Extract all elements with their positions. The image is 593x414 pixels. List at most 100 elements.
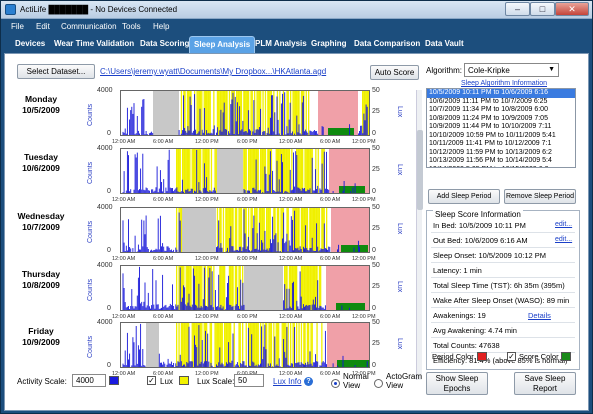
awakenings-details-link[interactable]: Details — [528, 311, 551, 320]
sleep-period-item[interactable]: 10/12/2009 11:59 PM to 10/13/2009 6:2 — [429, 148, 552, 156]
lux-bar — [262, 149, 264, 193]
lux-bar — [256, 91, 258, 135]
lux-bar — [204, 266, 207, 310]
sleep-period-item[interactable]: 10/11/2009 11:41 PM to 10/12/2009 7:1 — [429, 140, 552, 147]
counts-min-tick: 0 — [107, 188, 111, 195]
sleep-period-item[interactable]: 10/9/2009 11:44 PM to 10/10/2009 7:11 — [429, 123, 552, 130]
lux-bar — [297, 149, 299, 193]
sleep-algorithm-info-link[interactable]: Sleep Algorithm Information — [461, 80, 547, 87]
menu-help[interactable]: Help — [153, 22, 170, 31]
tab-data-vault[interactable]: Data Vault — [425, 39, 464, 48]
close-button[interactable]: ✕ — [555, 2, 589, 16]
sleep-period-item[interactable]: 10/8/2009 11:24 PM to 10/9/2009 7:05 — [429, 114, 548, 122]
add-sleep-period-button[interactable]: Add Sleep Period — [428, 189, 500, 204]
maximize-button[interactable]: □ — [530, 2, 555, 16]
sleep-period-band — [327, 323, 369, 367]
menu-tools[interactable]: Tools — [122, 22, 141, 31]
lux-bar — [303, 266, 305, 310]
dataset-path-link[interactable]: C:\Users\jeremy.wyatt\Documents\My Dropb… — [100, 67, 327, 76]
sleep-period-item[interactable]: 10/10/2009 10:59 PM to 10/11/2009 5:41 — [429, 131, 556, 139]
sleep-period-list[interactable]: 10/5/2009 10:11 PM to 10/6/2009 6:16 10/6… — [426, 88, 576, 168]
sleep-period-item[interactable]: 10/13/2009 11:56 PM to 10/14/2009 5:4 — [429, 157, 552, 164]
menu-file[interactable]: File — [11, 22, 24, 31]
lux-bar — [269, 208, 271, 252]
lux-bar — [192, 323, 195, 367]
time-tick: 12:00 AM — [279, 139, 303, 145]
day-chart: Wednesday 10/7/2009 Counts 4000 0 50 25 0 Lux 12:… — [5, 204, 415, 263]
lux-bar — [311, 323, 313, 367]
score-color-checkbox[interactable]: ✓ — [507, 352, 516, 361]
lux-bar — [213, 91, 215, 135]
day-weekday: Monday — [24, 94, 58, 104]
lux-bar — [286, 208, 288, 252]
lux-scale-input[interactable]: 50 — [234, 374, 264, 387]
lux-tick: 0 — [372, 362, 376, 369]
counts-max-tick: 4000 — [97, 319, 113, 326]
time-tick: 12:00 AM — [112, 371, 136, 377]
menu-communication[interactable]: Communication — [61, 22, 117, 31]
tab-wear-time-validation[interactable]: Wear Time Validation — [54, 39, 135, 48]
sleep-period-item[interactable]: 10/14/2009 5:05 PM to 10/15/2009 6:0 — [427, 166, 575, 168]
activity-color-swatch[interactable] — [109, 376, 119, 385]
info-icon[interactable]: ? — [304, 377, 313, 386]
tab-devices[interactable]: Devices — [15, 39, 46, 48]
tab-data-scoring[interactable]: Data Scoring — [140, 39, 190, 48]
lux-info-link[interactable]: Lux Info — [273, 377, 302, 386]
edit-out-bed-link[interactable]: edit... — [555, 236, 573, 243]
sleep-period-item[interactable]: 10/6/2009 11:11 PM to 10/7/2009 6:25 — [429, 97, 548, 105]
lux-bar — [274, 208, 276, 252]
activity-plot[interactable] — [120, 148, 370, 194]
lux-checkbox[interactable]: ✓ — [147, 376, 156, 385]
activity-plot[interactable] — [120, 322, 370, 368]
activity-scale-input[interactable]: 4000 — [72, 374, 106, 387]
period-color-swatch[interactable] — [477, 352, 487, 361]
algorithm-select[interactable]: Cole-Kripke ▼ — [464, 63, 559, 77]
remove-sleep-period-button[interactable]: Remove Sleep Period — [504, 189, 576, 204]
activity-plot[interactable] — [120, 265, 370, 311]
time-tick: 6:00 PM — [237, 139, 258, 145]
edit-in-bed-link[interactable]: edit... — [555, 221, 573, 228]
lux-bar — [312, 266, 315, 310]
charts-scrollbar[interactable] — [416, 90, 423, 380]
minimize-button[interactable]: – — [505, 2, 530, 16]
divider — [431, 232, 575, 233]
counts-min-tick: 0 — [107, 130, 111, 137]
activity-plot[interactable] — [120, 207, 370, 253]
time-tick: 6:00 AM — [320, 371, 341, 377]
lux-tick: 50 — [372, 145, 380, 152]
lux-bar — [267, 208, 269, 252]
select-dataset-button[interactable]: Select Dataset... — [17, 64, 95, 79]
time-tick: 12:00 PM — [352, 371, 376, 377]
lux-bar — [257, 323, 259, 367]
lux-bar — [186, 149, 189, 193]
menu-edit[interactable]: Edit — [36, 22, 50, 31]
actogram-view-radio[interactable] — [374, 379, 383, 388]
lux-bar — [252, 323, 255, 367]
lux-bar — [284, 323, 286, 367]
tab-sleep-analysis[interactable]: Sleep Analysis — [189, 36, 256, 53]
lux-color-swatch[interactable] — [179, 376, 189, 385]
lux-axis-label: Lux — [396, 106, 403, 118]
lux-bar — [268, 323, 270, 367]
activity-plot[interactable] — [120, 90, 370, 136]
tab-graphing[interactable]: Graphing — [311, 39, 347, 48]
score-color-swatch[interactable] — [561, 352, 571, 361]
lux-bar — [302, 266, 304, 310]
lux-bar — [207, 149, 209, 193]
lux-bar — [242, 323, 244, 367]
normal-view-radio[interactable] — [331, 379, 340, 388]
time-tick: 12:00 PM — [352, 197, 376, 203]
show-sleep-epochs-button[interactable]: Show Sleep Epochs — [426, 372, 488, 395]
lux-bar — [309, 208, 311, 252]
lux-bar — [176, 266, 178, 310]
sleep-period-item[interactable]: 10/7/2009 11:34 PM to 10/8/2009 6:00 — [429, 106, 548, 113]
save-sleep-report-button[interactable]: Save Sleep Report — [514, 372, 576, 395]
auto-score-button[interactable]: Auto Score — [370, 65, 419, 80]
lux-bar — [208, 149, 210, 193]
tab-data-comparison[interactable]: Data Comparison — [354, 39, 421, 48]
scrollbar-thumb[interactable] — [417, 130, 423, 210]
lux-bar — [267, 91, 269, 135]
tab-plm-analysis[interactable]: PLM Analysis — [255, 39, 307, 48]
lux-bar — [244, 208, 246, 252]
sleep-period-item[interactable]: 10/5/2009 10:11 PM to 10/6/2009 6:16 — [427, 89, 575, 98]
